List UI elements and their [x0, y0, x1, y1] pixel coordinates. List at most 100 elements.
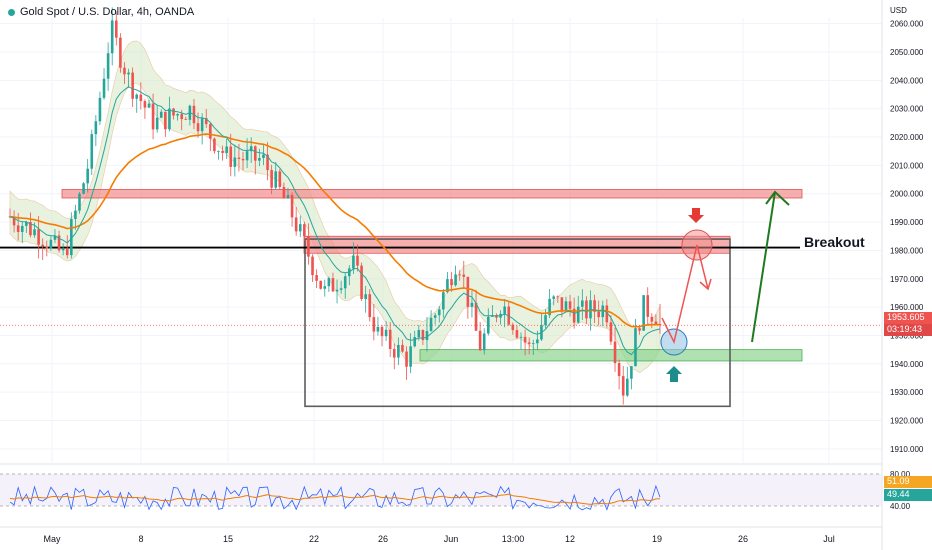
candle-body [536, 339, 539, 344]
candle-body [217, 150, 220, 152]
time-tick-label: Jun [444, 534, 459, 544]
candle-body [229, 146, 233, 167]
candle-body [630, 366, 633, 379]
candle-body [45, 246, 49, 249]
candle-body [86, 168, 89, 184]
moving-averages [9, 86, 661, 356]
price-tick-label: 2030.000 [890, 105, 924, 114]
candle-body [135, 94, 139, 99]
symbol-title[interactable]: Gold Spot / U.S. Dollar, 4h, OANDA [8, 6, 194, 18]
candle-body [503, 306, 506, 314]
time-tick-label: 12 [565, 534, 575, 544]
candle-body [621, 376, 625, 396]
market-status-icon [8, 8, 15, 16]
candle-body [98, 97, 102, 122]
candle-body [37, 229, 40, 245]
price-tick-label: 1920.000 [890, 416, 924, 425]
candle-body [527, 342, 531, 344]
candle-body [356, 255, 359, 266]
candle-body [401, 344, 404, 352]
candle-body [25, 222, 28, 226]
rsi-ma-line [9, 493, 661, 505]
time-tick-label: 22 [309, 534, 319, 544]
candle-body [405, 351, 408, 367]
price-tick-label: 2010.000 [890, 161, 924, 170]
rsi-pane: 80.00 40.00 [0, 463, 911, 511]
candle-body [646, 295, 650, 317]
resistance-zone [61, 189, 803, 199]
rsi-tick-label: 40.00 [890, 502, 911, 511]
candle-body [470, 302, 474, 307]
candle-body [417, 330, 421, 338]
candle-body [482, 333, 486, 351]
range-box [304, 238, 731, 408]
candle-body [70, 219, 73, 256]
ema-line [9, 133, 660, 328]
candlestick-series [8, 7, 662, 405]
price-axis[interactable]: 2060.000 2050.000 2040.000 2030.000 2020.000… [881, 0, 924, 550]
last-price-tag: 1953.605 [884, 312, 932, 324]
candle-body [437, 309, 441, 316]
price-tick-label: 1940.000 [890, 360, 924, 369]
candle-body [278, 171, 282, 187]
candle-body [209, 124, 212, 139]
candle-body [323, 286, 327, 289]
time-tick-label: 26 [378, 534, 388, 544]
breakout-label: Breakout [804, 234, 865, 250]
price-tick-label: 1960.000 [890, 303, 924, 312]
candle-body [74, 210, 77, 220]
candle-body [253, 146, 257, 161]
drawing-tools[interactable] [660, 190, 790, 382]
candle-body [20, 225, 24, 232]
candle-body [487, 316, 490, 334]
time-axis[interactable]: May 8 15 22 26 Jun 13:00 12 19 26 Jul [0, 526, 882, 544]
candle-body [576, 306, 580, 323]
candle-body [143, 101, 147, 108]
candle-body [16, 225, 20, 232]
candle-body [147, 103, 151, 108]
candle-body [360, 265, 363, 300]
candle-body [572, 308, 576, 323]
candle-body [290, 194, 294, 218]
candle-body [548, 298, 551, 316]
candle-body [57, 235, 61, 251]
candle-body [78, 193, 81, 211]
candle-body [164, 111, 167, 130]
candle-body [315, 275, 318, 281]
candle-body [368, 294, 372, 318]
candle-body [601, 305, 605, 318]
candle-body [564, 301, 568, 311]
time-tick-label: Jul [823, 534, 835, 544]
candle-body [151, 103, 155, 130]
candle-body [221, 150, 224, 153]
candle-body [335, 289, 339, 292]
candle-body [442, 292, 445, 310]
candle-body [523, 336, 527, 343]
cloud-indicator [9, 40, 661, 374]
candle-body [303, 224, 306, 237]
candle-body [544, 315, 547, 326]
candle-body [433, 315, 437, 318]
candle-body [176, 114, 179, 116]
candle-body [585, 300, 588, 319]
candle-body [266, 154, 269, 171]
candle-body [376, 326, 380, 332]
candle-body [425, 331, 429, 341]
candle-body [139, 94, 143, 102]
candle-body [392, 348, 396, 358]
candle-body [634, 328, 637, 367]
buy-arrow-icon [666, 366, 682, 382]
rsi-ma-value-tag: 49.44 [884, 489, 932, 501]
candle-body [12, 216, 16, 226]
support-zone [419, 349, 803, 362]
candle-body [245, 151, 249, 161]
candle-body [593, 300, 596, 312]
candle-body [581, 300, 584, 307]
candle-body [172, 108, 175, 116]
candle-body [180, 114, 183, 120]
candle-body [155, 117, 159, 130]
candle-body [82, 183, 85, 194]
candle-body [53, 235, 57, 240]
candle-body [241, 158, 245, 161]
